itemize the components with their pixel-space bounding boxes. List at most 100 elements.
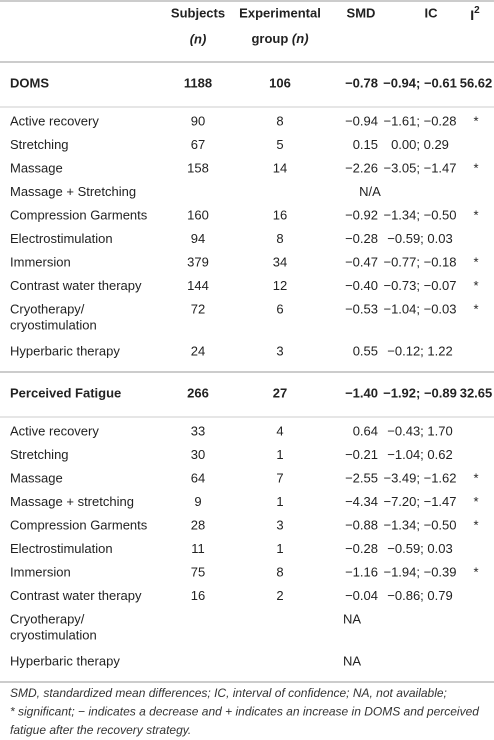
cell: −7.20; −1.47 <box>383 494 456 509</box>
cell: * <box>473 517 478 532</box>
cell: * <box>473 254 478 269</box>
cell: 16 <box>191 588 205 603</box>
cell: 1188 <box>184 75 212 90</box>
cell: −3.49; −1.62 <box>383 470 456 485</box>
row-label: Massage + stretching <box>10 494 134 509</box>
row-label: Immersion <box>10 254 71 269</box>
cell: 11 <box>191 541 205 556</box>
cell: N/A <box>359 184 381 199</box>
cell: 1 <box>276 541 283 556</box>
cell: 56.62 <box>460 75 493 90</box>
section-title: Perceived Fatigue <box>10 385 121 400</box>
cell: 4 <box>276 423 283 438</box>
cell: 34 <box>273 254 287 269</box>
row-label: Hyperbaric therapy <box>10 653 120 668</box>
row-label: Cryotherapy/ <box>10 301 85 316</box>
cell: −0.28 <box>345 541 378 556</box>
cell: −0.43; 1.70 <box>387 423 452 438</box>
cell: 266 <box>187 385 209 400</box>
header-cell: Subjects <box>171 5 225 20</box>
cell: 75 <box>191 564 205 579</box>
row-label: Massage <box>10 470 63 485</box>
cell: 2 <box>276 588 283 603</box>
cell: * <box>473 494 478 509</box>
cell: 9 <box>194 494 201 509</box>
cell: −1.04; −0.03 <box>383 301 456 316</box>
header-cell: IC <box>425 5 439 20</box>
row-label: Active recovery <box>10 423 99 438</box>
cell: −0.78 <box>345 75 378 90</box>
cell: −1.40 <box>345 385 378 400</box>
cell: −0.92 <box>345 207 378 222</box>
cell: * <box>473 564 478 579</box>
cell: 33 <box>191 423 205 438</box>
cell: −1.16 <box>345 564 378 579</box>
cell: −1.61; −0.28 <box>383 113 456 128</box>
cell: −1.94; −0.39 <box>383 564 456 579</box>
cell: 1 <box>276 447 283 462</box>
row-label: Electrostimulation <box>10 541 113 556</box>
cell: 160 <box>187 207 209 222</box>
row-label: Active recovery <box>10 113 99 128</box>
row-label: Stretching <box>10 137 69 152</box>
cell: 3 <box>276 343 283 358</box>
row-label: Electrostimulation <box>10 231 113 246</box>
cell: −0.94 <box>345 113 378 128</box>
cell: −0.59; 0.03 <box>387 231 452 246</box>
cell: * <box>473 207 478 222</box>
cell: −3.05; −1.47 <box>383 160 456 175</box>
header-cell: group (n) <box>251 31 308 46</box>
header-cell: (n) <box>190 31 207 46</box>
cell: 8 <box>276 564 283 579</box>
cell: 379 <box>187 254 209 269</box>
cell: * <box>473 278 478 293</box>
cell: −0.12; 1.22 <box>387 343 452 358</box>
cell: 7 <box>276 470 283 485</box>
cell: 8 <box>276 113 283 128</box>
footnote: SMD, standardized mean differences; IC, … <box>10 686 447 700</box>
row-label: cryostimulation <box>10 627 97 642</box>
cell: −0.04 <box>345 588 378 603</box>
section-title: DOMS <box>10 75 49 90</box>
cell: 144 <box>187 278 209 293</box>
cell: * <box>473 470 478 485</box>
cell: 28 <box>191 517 205 532</box>
row-label: Stretching <box>10 447 69 462</box>
cell: 67 <box>191 137 205 152</box>
cell: 158 <box>187 160 209 175</box>
cell: * <box>473 160 478 175</box>
footnote: * significant; − indicates a decrease an… <box>10 705 479 719</box>
row-label: cryostimulation <box>10 317 97 332</box>
cell: −0.28 <box>345 231 378 246</box>
cell: −0.53 <box>345 301 378 316</box>
header-text: (n) <box>292 31 309 46</box>
cell: 94 <box>191 231 205 246</box>
cell: −1.34; −0.50 <box>383 517 456 532</box>
header-text: group <box>251 31 288 46</box>
cell: −4.34 <box>345 494 378 509</box>
cell: 1 <box>276 494 283 509</box>
header-text: I <box>470 7 474 23</box>
cell: −0.21 <box>345 447 378 462</box>
cell: 27 <box>273 385 287 400</box>
cell: 32.65 <box>460 385 493 400</box>
cell: NA <box>343 611 361 626</box>
cell: NA <box>343 653 361 668</box>
row-label: Massage <box>10 160 63 175</box>
cell: * <box>473 301 478 316</box>
cell: 30 <box>191 447 205 462</box>
cell: 3 <box>276 517 283 532</box>
cell: −0.59; 0.03 <box>387 541 452 556</box>
cell: * <box>473 113 478 128</box>
row-label: Massage + Stretching <box>10 184 136 199</box>
cell: 0.55 <box>353 343 378 358</box>
header-cell: I2 <box>470 5 480 23</box>
cell: 106 <box>269 75 291 90</box>
header-text: 2 <box>474 5 480 16</box>
cell: −2.55 <box>345 470 378 485</box>
cell: −1.92; −0.89 <box>383 385 457 400</box>
footnote: fatigue after the recovery strategy. <box>10 723 191 737</box>
cell: 12 <box>273 278 287 293</box>
